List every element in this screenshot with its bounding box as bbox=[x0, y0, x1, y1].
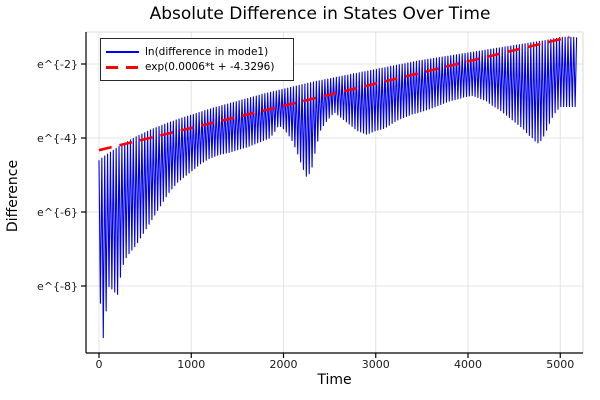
legend-label-blue: ln(difference in mode1) bbox=[145, 46, 269, 58]
x-tick-label: 3000 bbox=[362, 358, 390, 371]
red-dashed-swatch bbox=[106, 65, 139, 69]
y-tick-label: e^{-6} bbox=[37, 206, 78, 219]
blue-series-path bbox=[98, 36, 578, 339]
x-axis-label: Time bbox=[317, 372, 352, 388]
legend-label-red: exp(0.0006*t + -4.3296) bbox=[145, 61, 275, 73]
x-tick-label: 4000 bbox=[454, 358, 482, 371]
legend-item-red-series: exp(0.0006*t + -4.3296) bbox=[106, 61, 288, 73]
blue-line-swatch bbox=[106, 51, 139, 53]
y-tick-label: e^{-4} bbox=[37, 132, 78, 145]
x-tick-label: 0 bbox=[96, 358, 103, 371]
red-trend-path bbox=[98, 35, 570, 152]
legend-box: ln(difference in mode1) exp(0.0006*t + -… bbox=[100, 38, 294, 81]
chart-title: Absolute Difference in States Over Time bbox=[149, 4, 491, 24]
y-axis-label: Difference bbox=[5, 159, 21, 233]
y-tick-label: e^{-2} bbox=[37, 58, 78, 71]
x-tick-label: 5000 bbox=[546, 358, 574, 371]
y-tick-label: e^{-8} bbox=[37, 280, 78, 293]
x-tick-label: 2000 bbox=[270, 358, 298, 371]
legend-item-blue-series: ln(difference in mode1) bbox=[106, 46, 288, 58]
x-tick-label: 1000 bbox=[177, 358, 205, 371]
